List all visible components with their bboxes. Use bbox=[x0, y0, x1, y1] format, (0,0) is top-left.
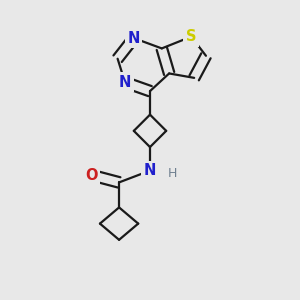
Text: N: N bbox=[119, 75, 131, 90]
Text: S: S bbox=[186, 29, 196, 44]
Text: H: H bbox=[167, 167, 177, 180]
Text: N: N bbox=[144, 163, 156, 178]
Text: N: N bbox=[128, 31, 140, 46]
Text: O: O bbox=[85, 167, 98, 182]
